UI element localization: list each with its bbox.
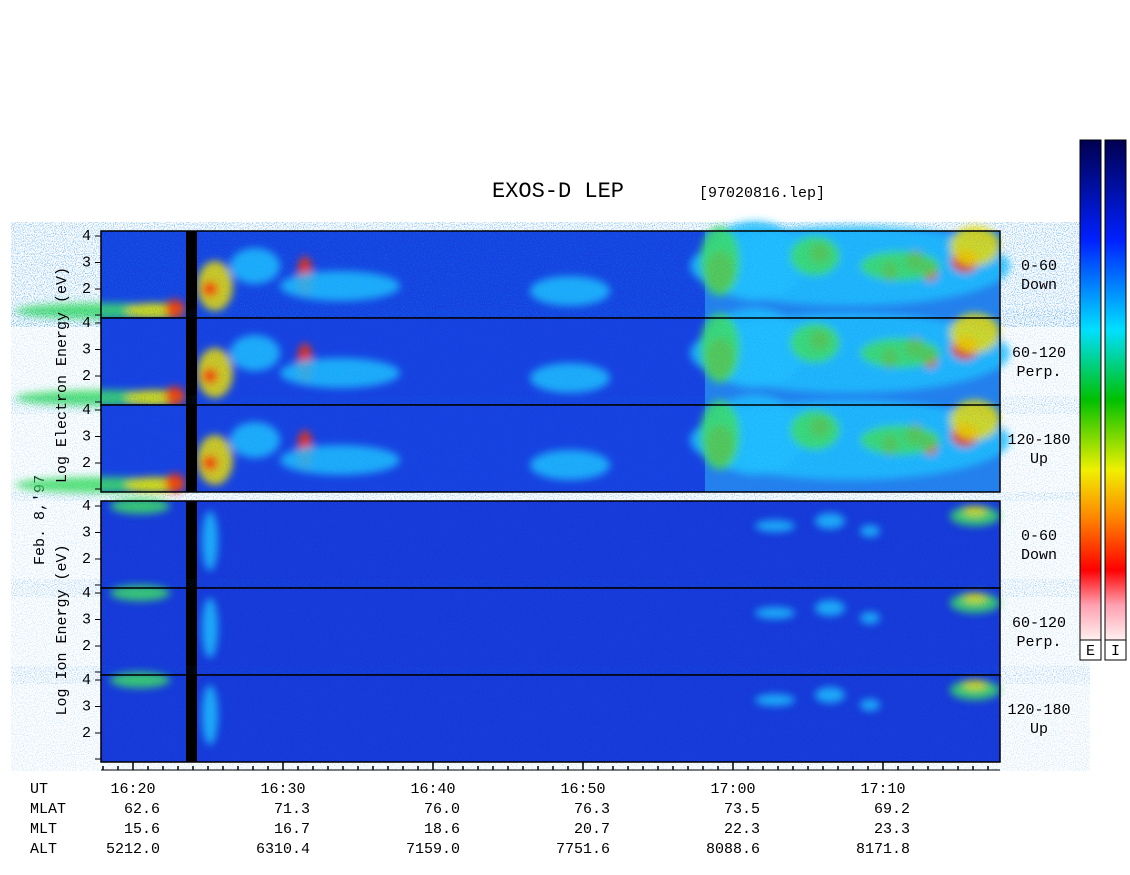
angle-label: 120-180 — [1007, 432, 1070, 449]
angle-label: 60-120 — [1012, 615, 1066, 632]
noise — [101, 318, 1000, 405]
energy-tick-label: 4 — [82, 402, 91, 419]
orbit-value: 76.0 — [424, 801, 460, 818]
energy-tick-label: 2 — [82, 725, 91, 742]
energy-tick-label: 3 — [82, 428, 91, 445]
noise — [101, 501, 1000, 588]
direction-label: Up — [1030, 721, 1048, 738]
data-gap — [186, 588, 197, 675]
colorbar — [1079, 139, 1102, 641]
panel: 4 3 2 120-180 Up — [15, 395, 1071, 493]
orbit-value: 8171.8 — [856, 841, 910, 858]
ut-label: 16:30 — [260, 781, 305, 798]
noise — [101, 675, 1000, 762]
panel: 4 3 2 0-60 Down — [15, 221, 1057, 319]
angle-label: 60-120 — [1012, 345, 1066, 362]
energy-tick-label: 4 — [82, 228, 91, 245]
orbit-value: 69.2 — [874, 801, 910, 818]
energy-tick-label: 2 — [82, 281, 91, 298]
orbit-value: 7159.0 — [406, 841, 460, 858]
energy-tick-label: 3 — [82, 611, 91, 628]
panel: 4 3 2 0-60 Down — [82, 498, 1057, 589]
orbit-value: 73.5 — [724, 801, 760, 818]
orbit-value: 76.3 — [574, 801, 610, 818]
time-axis: UT MLAT MLT ALT 16:20 62.6 15.6 5212.0 16:30 71.3… — [30, 762, 1000, 858]
energy-tick-label: 4 — [82, 672, 91, 689]
data-gap — [186, 405, 197, 492]
ut-label: 17:10 — [860, 781, 905, 798]
orbit-value: 16.7 — [274, 821, 310, 838]
panel-frame — [100, 404, 1001, 493]
energy-tick-label: 4 — [82, 585, 91, 602]
energy-tick-label: 2 — [82, 455, 91, 472]
orbit-value: 15.6 — [124, 821, 160, 838]
orbit-value: 23.3 — [874, 821, 910, 838]
ut-label: 16:20 — [110, 781, 155, 798]
orbit-value: 22.3 — [724, 821, 760, 838]
data-gap — [186, 318, 197, 405]
orbit-value: 62.6 — [124, 801, 160, 818]
data-gap — [186, 501, 197, 588]
panel: 4 3 2 60-120 Perp. — [82, 585, 1066, 676]
energy-tick-label: 3 — [82, 341, 91, 358]
direction-label: Perp. — [1016, 634, 1061, 651]
data-gap — [186, 231, 197, 318]
colorbar-label-box — [1104, 639, 1127, 661]
file-name: [97020816.lep] — [699, 185, 825, 202]
row-label: UT — [30, 781, 48, 798]
orbit-value: 20.7 — [574, 821, 610, 838]
angle-label: 120-180 — [1007, 702, 1070, 719]
energy-tick-label: 4 — [82, 498, 91, 515]
direction-label: Down — [1021, 547, 1057, 564]
colorbar-label-box — [1079, 639, 1102, 661]
date-label: Feb. 8,'97 — [32, 475, 49, 565]
orbit-value: 71.3 — [274, 801, 310, 818]
orbit-value: 8088.6 — [706, 841, 760, 858]
direction-label: Perp. — [1016, 364, 1061, 381]
colorbar — [1104, 139, 1127, 641]
ut-label: 16:40 — [410, 781, 455, 798]
panel: 4 3 2 60-120 Perp. — [15, 308, 1066, 406]
row-label: MLT — [30, 821, 57, 838]
angle-label: 0-60 — [1021, 258, 1057, 275]
row-label: ALT — [30, 841, 57, 858]
ut-label: 17:00 — [710, 781, 755, 798]
orbit-value: 5212.0 — [106, 841, 160, 858]
spectrograms: 4 3 2 0-60 Down 4 3 2 60-120 Perp. 4 3 2 120-180 Up Log… — [15, 221, 1071, 763]
angle-label: 0-60 — [1021, 528, 1057, 545]
direction-label: Down — [1021, 277, 1057, 294]
energy-tick-label: 2 — [82, 551, 91, 568]
energy-tick-label: 3 — [82, 698, 91, 715]
colorbar-label: I — [1111, 643, 1120, 660]
group-label: Log Ion Energy (eV) — [54, 544, 71, 715]
row-label: MLAT — [30, 801, 66, 818]
noise — [101, 231, 1000, 318]
energy-tick-label: 3 — [82, 524, 91, 541]
orbit-value: 6310.4 — [256, 841, 310, 858]
colorbar-label: E — [1086, 643, 1095, 660]
panel: 4 3 2 120-180 Up — [82, 672, 1071, 763]
group-label: Log Electron Energy (eV) — [54, 267, 71, 483]
energy-tick-label: 4 — [82, 315, 91, 332]
data-gap — [186, 675, 197, 762]
energy-tick-label: 2 — [82, 368, 91, 385]
orbit-value: 18.6 — [424, 821, 460, 838]
orbit-value: 7751.6 — [556, 841, 610, 858]
ut-label: 16:50 — [560, 781, 605, 798]
direction-label: Up — [1030, 451, 1048, 468]
noise — [101, 588, 1000, 675]
noise — [101, 405, 1000, 492]
energy-tick-label: 2 — [82, 638, 91, 655]
panel-frame — [100, 674, 1001, 763]
energy-tick-label: 3 — [82, 254, 91, 271]
title: EXOS-D LEP — [492, 179, 624, 204]
